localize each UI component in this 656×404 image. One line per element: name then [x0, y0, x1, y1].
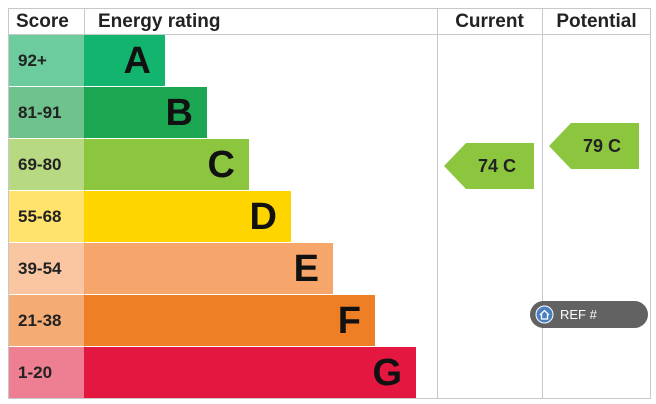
potential-label: 79 C [583, 136, 621, 156]
rating-bar: A [84, 35, 165, 86]
rating-bar: G [84, 347, 416, 398]
divider [437, 8, 438, 398]
current-arrow [444, 143, 534, 189]
score-range: 21-38 [9, 295, 84, 346]
header-rule [8, 34, 651, 35]
rating-bar: D [84, 191, 291, 242]
watermark-icon [535, 305, 554, 324]
potential-arrow [549, 123, 639, 169]
header-rating: Energy rating [98, 11, 221, 32]
rating-bar: C [84, 139, 249, 190]
rating-bar: B [84, 87, 207, 138]
watermark: REF # 2867270 [530, 301, 648, 349]
score-range: 92+ [9, 35, 84, 86]
header-score: Score [16, 11, 69, 32]
divider [542, 8, 543, 398]
header-current: Current [455, 11, 524, 32]
rating-bar: F [84, 295, 375, 346]
score-range: 55-68 [9, 191, 84, 242]
frame [8, 8, 651, 399]
rating-bar: E [84, 243, 333, 294]
score-range: 69-80 [9, 139, 84, 190]
score-range: 81-91 [9, 87, 84, 138]
current-label: 74 C [478, 156, 516, 176]
score-range: 39-54 [9, 243, 84, 294]
header-potential: Potential [556, 11, 637, 32]
watermark-text: REF # 2867270 [560, 307, 611, 349]
score-range: 1-20 [9, 347, 84, 398]
